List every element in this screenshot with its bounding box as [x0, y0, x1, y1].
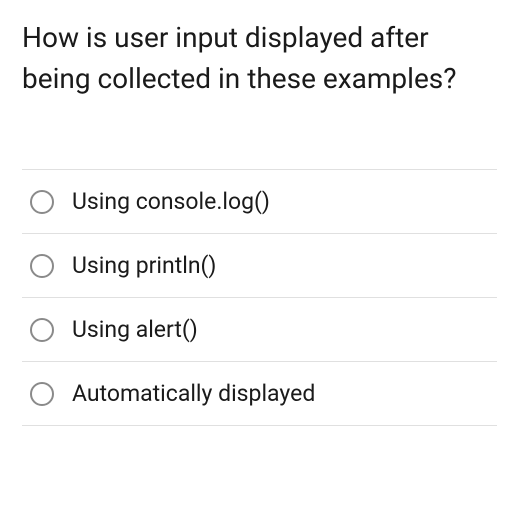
radio-icon	[30, 382, 54, 406]
radio-icon	[30, 190, 54, 214]
radio-icon	[30, 318, 54, 342]
option-label: Automatically displayed	[72, 380, 315, 407]
option-row-2[interactable]: Using alert()	[22, 298, 497, 362]
option-row-3[interactable]: Automatically displayed	[22, 362, 497, 426]
radio-icon	[30, 254, 54, 278]
option-row-1[interactable]: Using println()	[22, 234, 497, 298]
question-text: How is user input displayed after being …	[22, 18, 497, 99]
option-label: Using println()	[72, 252, 216, 279]
options-list: Using console.log() Using println() Usin…	[22, 169, 497, 426]
option-row-0[interactable]: Using console.log()	[22, 170, 497, 234]
option-label: Using console.log()	[72, 188, 270, 215]
option-label: Using alert()	[72, 316, 198, 343]
